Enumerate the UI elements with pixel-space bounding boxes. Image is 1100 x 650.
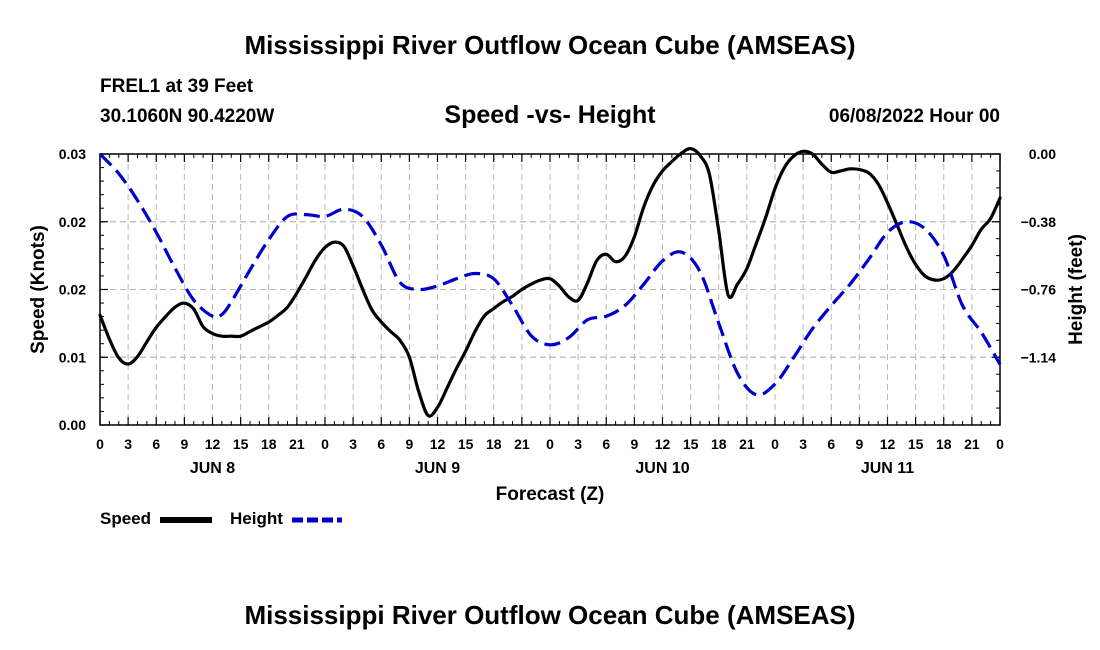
y-tick-label: 0.03 [59,146,86,162]
x-tick-label: 3 [799,436,807,452]
y2-tick-label: −0.76 [1021,282,1057,298]
x-tick-label: 12 [430,436,446,452]
x-tick-label: 6 [827,436,835,452]
y-tick-label: 0.02 [59,214,86,230]
x-tick-label: 12 [655,436,671,452]
legend-speed-swatch [160,517,212,523]
x-tick-label: 6 [377,436,385,452]
legend-speed-label: Speed [100,509,152,528]
x-tick-label: 0 [546,436,554,452]
x-tick-label: 0 [96,436,104,452]
x-tick-label: 15 [908,436,924,452]
x-tick-label: 9 [855,436,863,452]
x-axis-title: Forecast (Z) [496,484,605,505]
forecast-date: 06/08/2022 Hour 00 [828,106,1000,127]
chart-title: Speed -vs- Height [444,101,656,129]
y2-tick-label: −0.38 [1021,214,1057,230]
x-tick-label: 15 [233,436,249,452]
y2-tick-label: 0.00 [1029,146,1056,162]
legend-height-label: Height [230,509,283,528]
day-label: JUN 11 [861,460,914,477]
day-label: JUN 10 [635,460,689,477]
x-tick-label: 3 [349,436,357,452]
x-tick-label: 6 [152,436,160,452]
x-tick-label: 9 [405,436,413,452]
day-label: JUN 9 [415,460,460,477]
x-tick-label: 0 [771,436,779,452]
x-tick-label: 3 [124,436,132,452]
main-title: Mississippi River Outflow Ocean Cube (AM… [244,30,856,60]
y2-tick-label: −1.14 [1021,349,1057,365]
y2-axis-title: Height (feet) [1066,234,1087,345]
footer-title: Mississippi River Outflow Ocean Cube (AM… [244,600,856,630]
x-tick-label: 6 [602,436,610,452]
y-tick-label: 0.00 [59,417,86,433]
day-label: JUN 8 [190,460,235,477]
series-line-speed [98,146,1002,418]
y-axis-title: Speed (Knots) [28,225,49,354]
x-tick-label: 12 [880,436,896,452]
y-tick-label: 0.02 [59,282,86,298]
station-coordinates: 30.1060N 90.4220W [100,106,275,127]
x-tick-label: 9 [180,436,188,452]
x-tick-label: 21 [289,436,305,452]
x-tick-label: 3 [574,436,582,452]
station-label: FREL1 at 39 Feet [100,76,254,97]
x-tick-label: 0 [321,436,329,452]
x-tick-label: 21 [514,436,530,452]
x-tick-label: 21 [739,436,755,452]
x-tick-label: 0 [996,436,1004,452]
x-tick-label: 18 [486,436,502,452]
legend-height-swatch [292,517,342,523]
x-tick-label: 18 [711,436,727,452]
x-tick-label: 12 [205,436,221,452]
x-tick-label: 21 [964,436,980,452]
x-tick-label: 15 [683,436,699,452]
x-tick-label: 9 [630,436,638,452]
x-tick-label: 15 [458,436,474,452]
x-tick-label: 18 [936,436,952,452]
y-tick-label: 0.01 [59,349,86,365]
x-tick-label: 18 [261,436,277,452]
